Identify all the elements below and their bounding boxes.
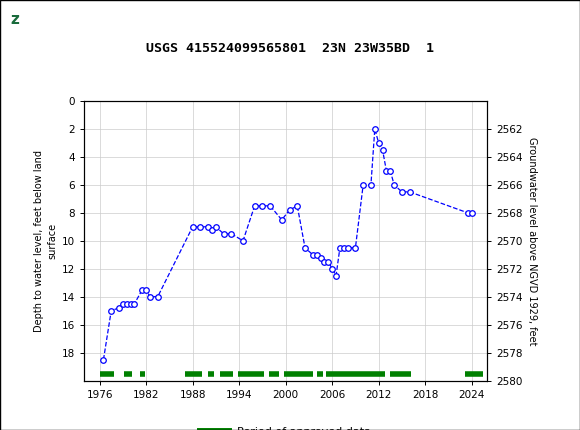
Legend: Period of approved data: Period of approved data xyxy=(196,422,375,430)
Text: USGS: USGS xyxy=(29,12,76,27)
Text: z: z xyxy=(10,12,19,27)
FancyBboxPatch shape xyxy=(3,3,78,37)
Y-axis label: Depth to water level, feet below land
surface: Depth to water level, feet below land su… xyxy=(34,150,57,332)
Y-axis label: Groundwater level above NGVD 1929, feet: Groundwater level above NGVD 1929, feet xyxy=(527,137,537,345)
Text: USGS 415524099565801  23N 23W35BD  1: USGS 415524099565801 23N 23W35BD 1 xyxy=(146,42,434,55)
